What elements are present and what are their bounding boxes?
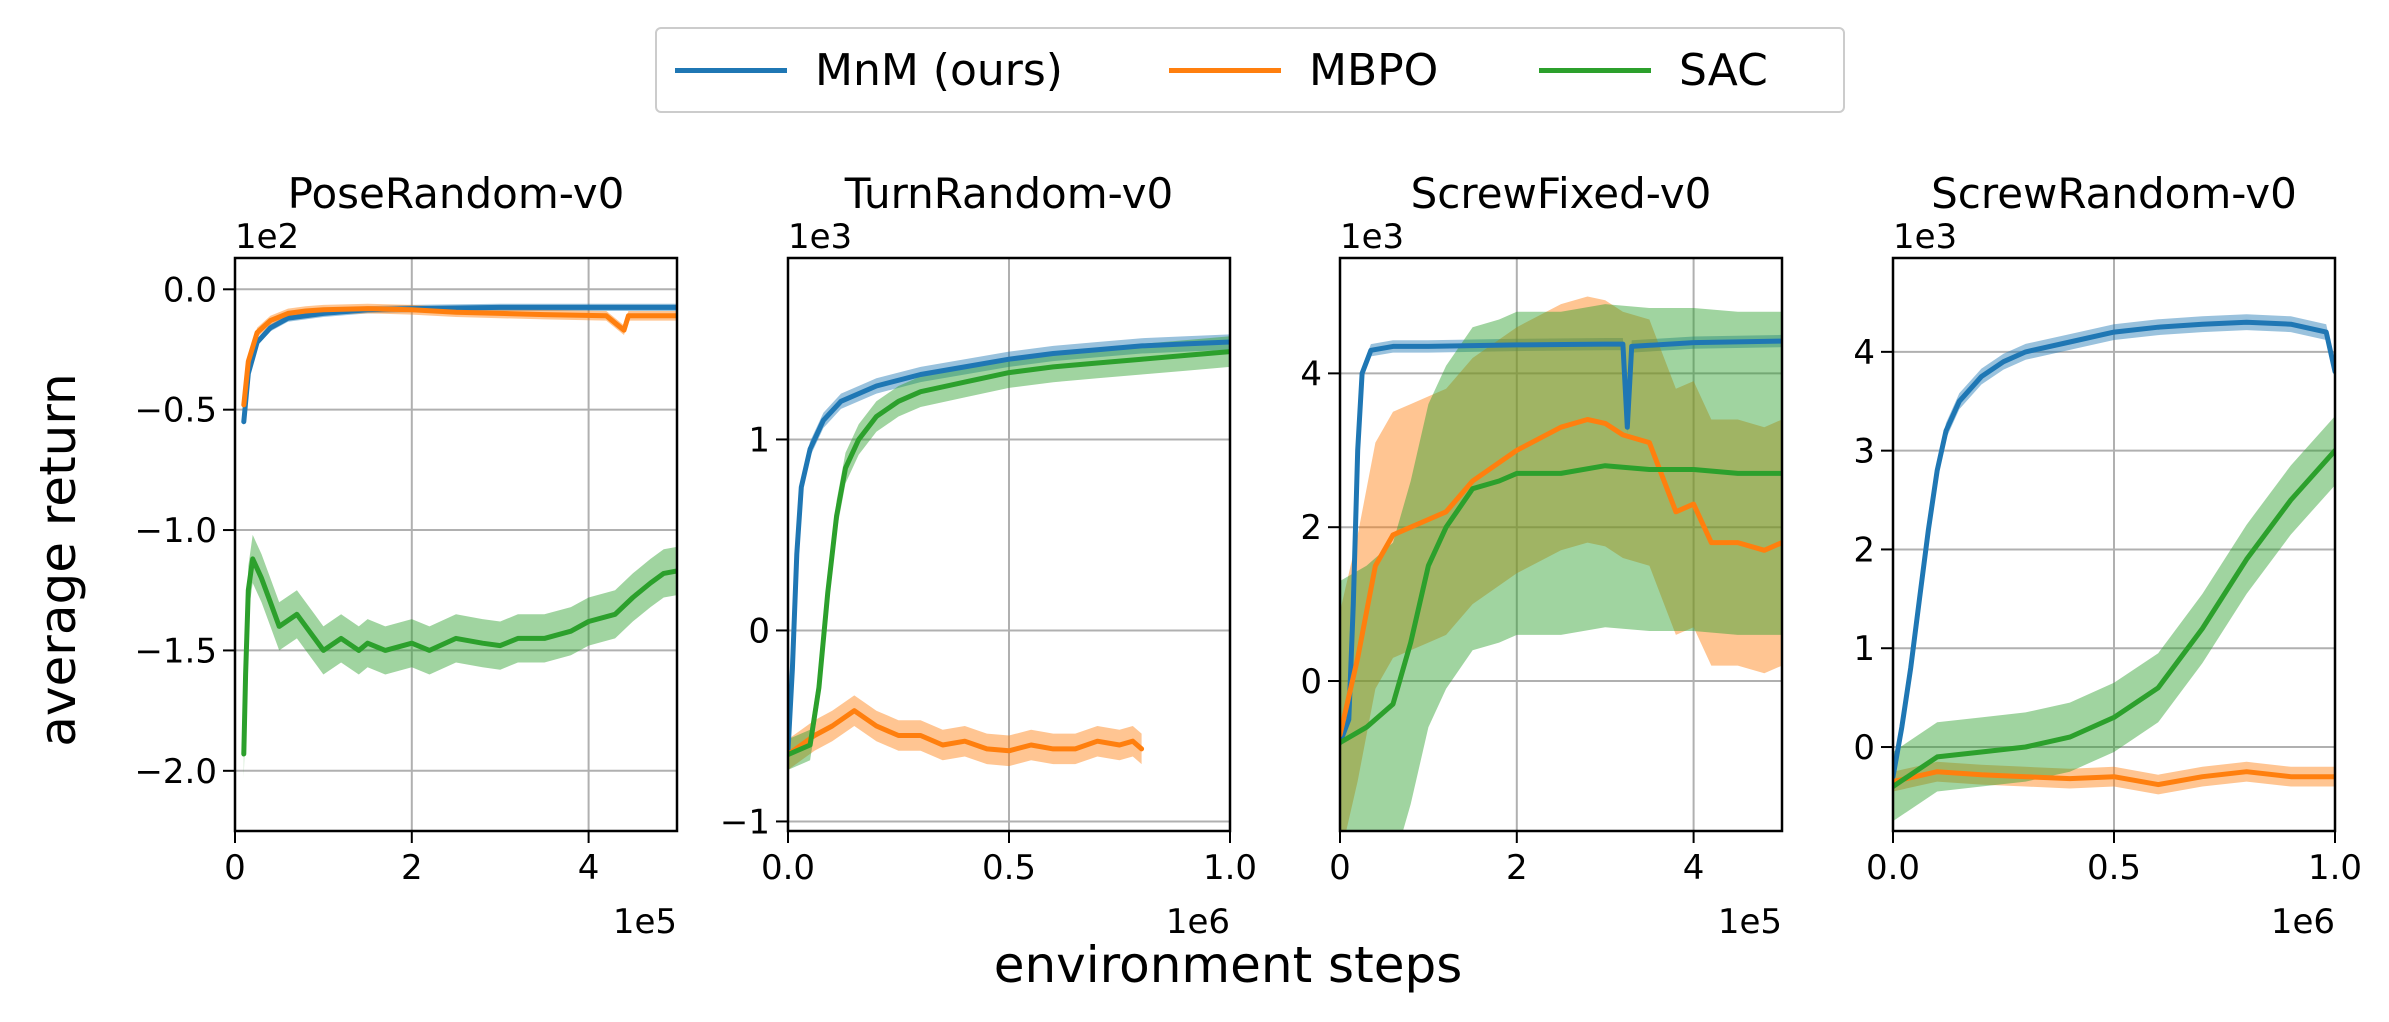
series-line-1: [1893, 319, 2335, 780]
legend-label-mnm: MnM (ours): [815, 44, 1063, 96]
subplot-3: 0 2 4 4 2 0 1e3 1e5 ScrewFixed-v0: [1300, 169, 1784, 942]
x-tick-label: 1.0: [2308, 848, 2362, 888]
legend-item-mnm: MnM (ours): [675, 29, 1063, 111]
subplot-title: PoseRandom-v0: [288, 169, 625, 218]
y-tick-label: 0: [1300, 662, 1322, 702]
y-tick-label: −1.0: [134, 511, 217, 551]
subplot-4: 0.0 0.5 1.0 4 3 2 1 0 1e3 1e6 ScrewRandom-v0: [1853, 169, 2362, 942]
legend-label-sac: SAC: [1679, 44, 1768, 96]
y-tick-label: −2.0: [134, 752, 217, 792]
y-tick-label: 1: [748, 420, 770, 460]
y-axis-label: average return: [29, 373, 87, 747]
y-multiplier: 1e3: [1893, 217, 1957, 257]
series-line-1: [788, 339, 1230, 754]
series-line-3: [241, 556, 677, 757]
series-line-1: [1340, 338, 1782, 746]
series-line-1: [241, 304, 677, 425]
series-line-2: [241, 306, 677, 408]
y-tick-label: 2: [1300, 508, 1322, 548]
series-band-3: [1893, 416, 2335, 822]
y-tick-label: −1: [720, 802, 770, 842]
subplot-title: ScrewFixed-v0: [1411, 169, 1712, 218]
x-tick-label: 0.0: [1866, 848, 1920, 888]
x-tick-label: 0.0: [761, 848, 815, 888]
legend-item-mbpo: MBPO: [1169, 29, 1438, 111]
x-multiplier: 1e5: [613, 902, 677, 942]
x-tick-label: 2: [1506, 848, 1528, 888]
x-tick-label: 2: [401, 848, 423, 888]
x-tick-label: 4: [578, 848, 600, 888]
legend-item-sac: SAC: [1539, 29, 1768, 111]
plot-area: [241, 303, 677, 778]
y-tick-label: 3: [1853, 432, 1875, 472]
series-line-3: [1340, 463, 1782, 746]
legend-label-mbpo: MBPO: [1309, 44, 1439, 96]
series-band-2: [788, 695, 1142, 770]
y-tick-label: 1: [1853, 629, 1875, 669]
x-tick-label: 0: [1329, 848, 1351, 888]
y-multiplier: 1e3: [1340, 217, 1404, 257]
legend-swatch-sac: [1539, 67, 1651, 73]
series-line-3: [788, 349, 1230, 758]
y-tick-label: 4: [1853, 333, 1875, 373]
series-band-3: [1340, 304, 1782, 831]
x-tick-label: 1.0: [1203, 848, 1257, 888]
series-line-2: [1340, 417, 1782, 738]
series-line-2: [1893, 769, 2335, 788]
y-tick-label: −1.5: [134, 631, 217, 671]
x-axis-label: environment steps: [993, 936, 1463, 994]
x-tick-label: 0.5: [2087, 848, 2141, 888]
series-band-2: [1340, 296, 1782, 831]
subplot-title: ScrewRandom-v0: [1931, 169, 2297, 218]
plot-area: [788, 334, 1230, 770]
subplot-title: TurnRandom-v0: [844, 169, 1174, 218]
y-tick-label: 0: [748, 611, 770, 651]
x-tick-label: 4: [1683, 848, 1705, 888]
legend-swatch-mnm: [675, 67, 787, 73]
plot-area: [1340, 296, 1782, 831]
y-multiplier: 1e3: [788, 217, 852, 257]
subplot-2: 0.0 0.5 1.0 1 0 −1 1e3 1e6 TurnRandom-v0: [720, 169, 1257, 942]
x-tick-label: 0: [224, 848, 246, 888]
x-multiplier: 1e6: [2271, 902, 2335, 942]
x-tick-label: 0.5: [982, 848, 1036, 888]
y-multiplier: 1e2: [235, 217, 299, 257]
axes-frame: [233, 256, 679, 833]
x-multiplier: 1e5: [1718, 902, 1782, 942]
y-tick-label: 2: [1853, 530, 1875, 570]
series-band-3: [243, 534, 677, 778]
axes-frame: [1338, 256, 1784, 833]
series-line-3: [1893, 448, 2335, 789]
x-multiplier: 1e6: [1166, 902, 1230, 942]
series-line-2: [788, 708, 1145, 758]
plot-area: [1893, 314, 2335, 822]
y-tick-label: 0.0: [163, 270, 217, 310]
legend: MnM (ours) MBPO SAC: [655, 27, 1845, 113]
legend-swatch-mbpo: [1169, 67, 1281, 73]
subplot-1: 0 2 4 0.0 −0.5 −1.0 −1.5 −2.0 1e2 1e5 PoseRandom-v…: [134, 169, 679, 942]
y-tick-label: 0: [1853, 728, 1875, 768]
y-tick-label: 4: [1300, 354, 1322, 394]
y-tick-label: −0.5: [134, 391, 217, 431]
